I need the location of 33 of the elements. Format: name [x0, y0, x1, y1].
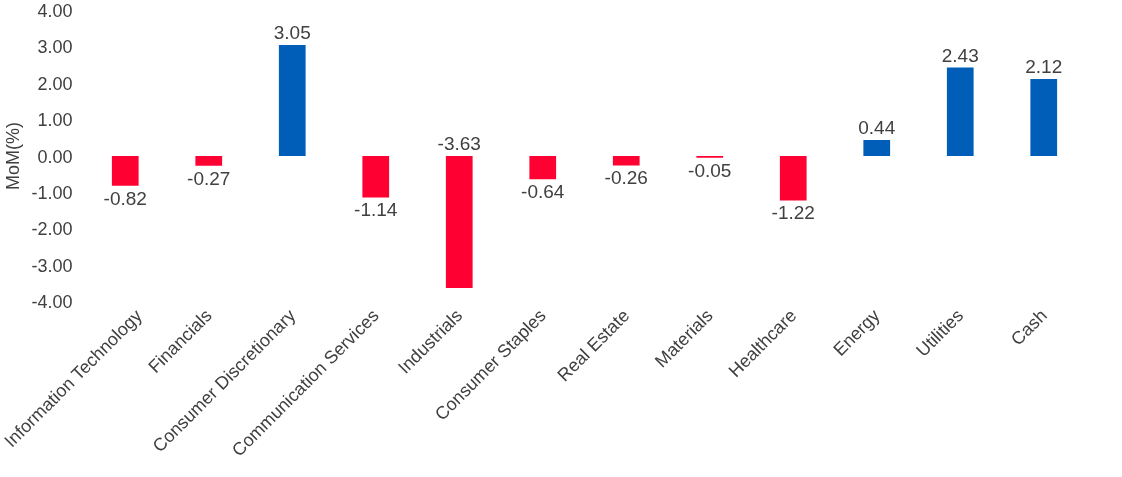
- bar: [863, 139, 891, 156]
- data-label: -0.05: [688, 159, 732, 181]
- data-label: 2.12: [1025, 55, 1063, 77]
- y-tick-label: 0.00: [37, 146, 73, 167]
- bar: [362, 156, 390, 198]
- y-tick-label: -2.00: [31, 219, 73, 240]
- y-tick-label: 3.00: [37, 37, 73, 58]
- data-label: 2.43: [941, 44, 979, 66]
- bar: [195, 156, 223, 166]
- data-label: -0.64: [521, 181, 565, 203]
- y-tick-label: -4.00: [31, 292, 73, 312]
- y-tick-label: 2.00: [37, 73, 73, 94]
- data-label: 0.44: [858, 117, 896, 138]
- data-label: 3.05: [273, 22, 311, 44]
- data-label: -0.27: [187, 167, 231, 189]
- bar: [111, 156, 139, 186]
- data-label: -3.63: [437, 133, 481, 154]
- bar: [946, 67, 974, 156]
- data-label: -1.14: [354, 199, 398, 221]
- bar: [529, 156, 557, 180]
- y-tick-label: 4.00: [37, 1, 73, 21]
- data-label: -0.26: [604, 167, 648, 189]
- data-label: -1.22: [771, 202, 815, 224]
- y-tick-label: 1.00: [37, 110, 73, 131]
- bar: [1030, 78, 1058, 156]
- y-tick-label: -1.00: [31, 182, 73, 203]
- bar: [612, 156, 640, 166]
- y-tick-label: -3.00: [31, 255, 73, 276]
- bar: [779, 156, 807, 201]
- y-axis-title: MoM(%): [3, 122, 24, 190]
- bar: [445, 156, 473, 289]
- data-label: -0.82: [103, 187, 147, 209]
- bar: [278, 45, 306, 156]
